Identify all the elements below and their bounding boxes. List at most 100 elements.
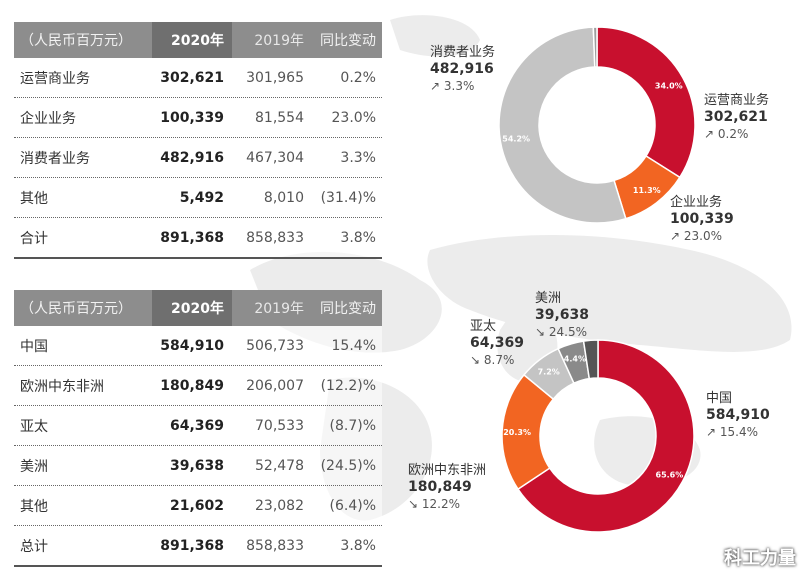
value-change: (8.7)% <box>329 417 377 434</box>
value-2020: 584,910 <box>160 337 224 354</box>
table-row-total: 总计 891,368 858,833 3.8% <box>14 526 382 567</box>
value-change: 3.8% <box>340 229 376 246</box>
table-row: 其他 5,492 8,010 (31.4)% <box>14 178 382 218</box>
value-2019: 52,478 <box>255 457 304 474</box>
value-2020: 482,916 <box>160 149 224 166</box>
value-2019: 81,554 <box>255 109 304 126</box>
value-change: (12.2)% <box>320 377 376 394</box>
header-change: 同比变动 <box>320 301 376 317</box>
callout-apac: 亚太 64,369 ↘ 8.7% <box>470 318 524 369</box>
header-2020: 2020年 <box>152 290 232 326</box>
slice-percent-label: 11.3% <box>633 186 661 195</box>
value-2019: 23,082 <box>255 497 304 514</box>
value-2019: 858,833 <box>246 229 304 246</box>
trend-up-icon: ↗ <box>430 79 441 93</box>
callout-name: 美洲 <box>535 291 562 306</box>
slice-percent-label: 65.6% <box>656 470 684 479</box>
callout-name: 消费者业务 <box>430 45 496 60</box>
value-2019: 301,965 <box>246 69 304 86</box>
trend-down-icon: ↘ <box>470 353 481 367</box>
watermark: 科工力量 <box>698 544 796 570</box>
callout-name: 企业业务 <box>670 195 723 210</box>
value-2020: 302,621 <box>160 69 224 86</box>
row-label: 合计 <box>20 230 48 247</box>
donut-slice <box>596 26 696 179</box>
value-change: 3.3% <box>340 149 376 166</box>
callout-enterprise: 企业业务 100,339 ↗ 23.0% <box>670 194 734 245</box>
header-2019: 2019年 <box>254 301 304 317</box>
callout-change: ↘ 24.5% <box>535 324 589 341</box>
watermark-text: 科工力量 <box>724 548 796 569</box>
value-change: (6.4)% <box>329 497 377 514</box>
change-value: 0.2% <box>717 127 749 141</box>
value-change: 15.4% <box>331 337 376 354</box>
table-row: 消费者业务 482,916 467,304 3.3% <box>14 138 382 178</box>
callout-americas: 美洲 39,638 ↘ 24.5% <box>535 290 589 341</box>
change-value: 3.3% <box>443 79 475 93</box>
slice-percent-label: 7.2% <box>538 368 560 377</box>
row-label: 企业业务 <box>20 110 76 127</box>
callout-change: ↗ 15.4% <box>706 424 770 441</box>
row-label: 消费者业务 <box>20 150 90 167</box>
row-label: 中国 <box>20 338 48 355</box>
header-change: 同比变动 <box>320 33 376 49</box>
value-2019: 467,304 <box>246 149 304 166</box>
value-2020: 64,369 <box>169 417 224 434</box>
trend-up-icon: ↗ <box>706 425 717 439</box>
value-2019: 506,733 <box>246 337 304 354</box>
row-label: 欧洲中东非洲 <box>20 378 104 395</box>
value-2019: 8,010 <box>263 189 304 206</box>
value-change: (31.4)% <box>320 189 376 206</box>
region-revenue-table: （人民币百万元） 2020年 2019年 同比变动 中国 584,910 506… <box>14 290 382 567</box>
callout-change: ↗ 0.2% <box>704 126 769 143</box>
row-label: 其他 <box>20 190 48 207</box>
value-change: 3.8% <box>340 537 376 554</box>
region-donut-chart: 65.6% 20.3% 7.2% 4.4% <box>501 339 695 533</box>
change-value: 24.5% <box>548 325 588 339</box>
donut-slice <box>582 339 599 380</box>
change-value: 8.7% <box>483 353 515 367</box>
trend-up-icon: ↗ <box>704 127 715 141</box>
callout-amount: 100,339 <box>670 211 734 227</box>
callout-name: 亚太 <box>470 319 497 334</box>
change-value: 23.0% <box>683 229 723 243</box>
callout-change: ↗ 23.0% <box>670 228 734 245</box>
value-2019: 70,533 <box>255 417 304 434</box>
header-unit: （人民币百万元） <box>20 33 132 49</box>
donut-slice <box>517 339 695 533</box>
table-row: 其他 21,602 23,082 (6.4)% <box>14 486 382 526</box>
callout-amount: 180,849 <box>408 479 472 495</box>
trend-down-icon: ↘ <box>535 325 546 339</box>
table-row-total: 合计 891,368 858,833 3.8% <box>14 218 382 259</box>
slice-percent-label: 34.0% <box>655 81 683 90</box>
callout-amount: 584,910 <box>706 407 770 423</box>
callout-amount: 482,916 <box>430 61 494 77</box>
value-2020: 891,368 <box>160 537 224 554</box>
callout-amount: 39,638 <box>535 307 590 323</box>
callout-name: 欧洲中东非洲 <box>408 463 487 478</box>
value-2020: 39,638 <box>169 457 224 474</box>
callout-amount: 64,369 <box>470 335 525 351</box>
value-change: 0.2% <box>340 69 376 86</box>
table-row: 企业业务 100,339 81,554 23.0% <box>14 98 382 138</box>
callout-carrier: 运营商业务 302,621 ↗ 0.2% <box>704 92 769 143</box>
row-label: 运营商业务 <box>20 70 90 87</box>
donut-slice <box>498 26 627 224</box>
value-change: (24.5)% <box>320 457 376 474</box>
callout-change: ↗ 3.3% <box>430 78 495 95</box>
header-unit: （人民币百万元） <box>20 301 132 317</box>
business-revenue-table: （人民币百万元） 2020年 2019年 同比变动 运营商业务 302,621 … <box>14 22 382 259</box>
wechat-icon <box>698 548 719 565</box>
header-2019: 2019年 <box>254 33 304 49</box>
value-change: 23.0% <box>331 109 376 126</box>
value-2020: 891,368 <box>160 229 224 246</box>
change-value: 12.2% <box>421 497 461 511</box>
value-2019: 206,007 <box>246 377 304 394</box>
table-row: 美洲 39,638 52,478 (24.5)% <box>14 446 382 486</box>
table-row: 运营商业务 302,621 301,965 0.2% <box>14 58 382 98</box>
slice-percent-label: 4.4% <box>564 354 586 363</box>
trend-down-icon: ↘ <box>408 497 419 511</box>
business-donut-chart: 34.0% 11.3% 54.2% <box>498 26 696 224</box>
value-2020: 100,339 <box>160 109 224 126</box>
table-header: （人民币百万元） 2020年 2019年 同比变动 <box>14 22 382 58</box>
